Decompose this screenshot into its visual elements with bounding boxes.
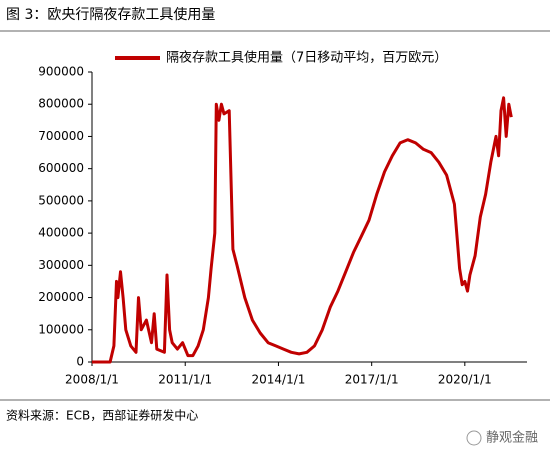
chart-title: 图 3：欧央行隔夜存款工具使用量 <box>6 6 215 23</box>
x-tick-label: 2014/1/1 <box>251 373 305 387</box>
y-tick-label: 600000 <box>38 161 84 175</box>
y-tick-label: 200000 <box>38 290 84 304</box>
x-tick-label: 2017/1/1 <box>345 373 399 387</box>
legend-label: 隔夜存款工具使用量（7日移动平均，百万欧元） <box>166 50 447 66</box>
y-tick-label: 500000 <box>38 193 84 207</box>
x-tick-label: 2020/1/1 <box>438 373 492 387</box>
y-tick-label: 700000 <box>38 129 84 143</box>
y-tick-label: 800000 <box>38 97 84 111</box>
x-tick-label: 2008/1/1 <box>65 373 119 387</box>
y-tick-label: 0 <box>76 355 84 369</box>
y-tick-label: 900000 <box>38 65 84 79</box>
y-tick-label: 300000 <box>38 258 84 272</box>
watermark-icon <box>466 430 482 446</box>
y-tick-label: 400000 <box>38 226 84 240</box>
watermark: 静观金融 <box>486 430 538 446</box>
data-line <box>92 96 513 364</box>
x-tick-label: 2011/1/1 <box>158 373 212 387</box>
source: 资料来源：ECB，西部证券研发中心 <box>6 408 198 423</box>
y-tick-label: 100000 <box>38 322 84 336</box>
